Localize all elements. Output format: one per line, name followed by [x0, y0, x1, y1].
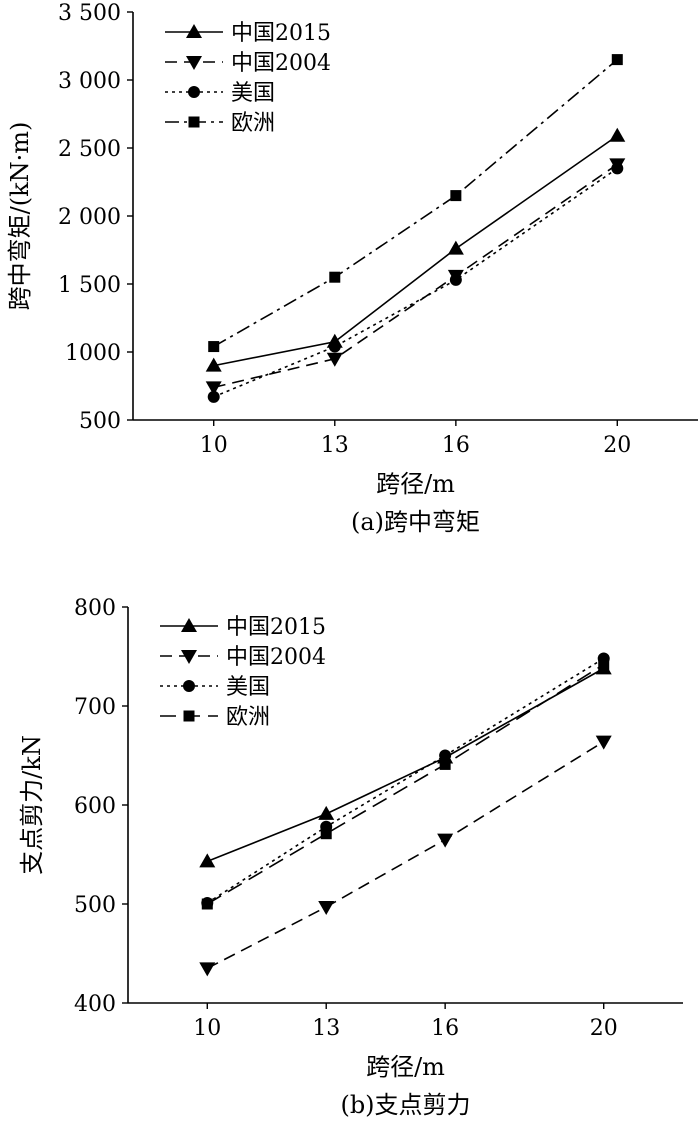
legend-label: 欧洲 [226, 705, 270, 730]
x-tick-label: 10 [200, 433, 228, 458]
x-tick-label: 20 [603, 433, 631, 458]
y-tick-label: 500 [74, 893, 116, 918]
series-line [206, 740, 605, 970]
y-tick-label: 1 500 [58, 273, 121, 298]
legend-marker [183, 710, 195, 722]
series-4 [208, 54, 623, 353]
series-1 [205, 127, 626, 372]
legend-marker [183, 680, 195, 692]
series-line [213, 163, 618, 389]
y-tick-label: 3 500 [58, 1, 121, 26]
data-point [328, 340, 341, 353]
series-2 [205, 158, 626, 396]
series-line [213, 135, 618, 367]
chart-support-shear: 400 500 600 700 800 10 13 16 20 跨径/m 支点剪力/kN (b)支点剪… [18, 596, 683, 1119]
data-point [318, 805, 335, 820]
y-tick-label: 2 000 [58, 205, 121, 230]
data-point [208, 341, 220, 353]
legend-item: 中国2015 [165, 21, 331, 46]
data-point [611, 162, 624, 175]
legend-marker [186, 24, 202, 38]
legend-item: 欧洲 [160, 705, 270, 730]
x-tick-label: 20 [590, 1016, 618, 1041]
data-point [320, 828, 332, 840]
data-point [449, 273, 462, 286]
data-point [201, 898, 213, 910]
series-line [206, 657, 605, 904]
legend-item: 欧洲 [165, 111, 275, 136]
series-4 [201, 658, 610, 910]
x-axis-label: 跨径/m [366, 1053, 445, 1081]
legend-marker [188, 116, 200, 128]
y-tick-label: 600 [74, 794, 116, 819]
data-point [199, 853, 216, 868]
legend-item: 中国2004 [165, 51, 331, 76]
data-point [439, 749, 452, 762]
series-3 [207, 162, 624, 403]
y-tick-label: 2 500 [58, 137, 121, 162]
series-line [206, 663, 605, 905]
data-point [447, 240, 464, 255]
x-tick-label: 13 [321, 433, 349, 458]
data-point [437, 833, 454, 848]
chart-midspan-moment: 500 1000 1 500 2 000 2 500 3 000 3 500 10 13 16 20… [6, 1, 698, 536]
x-tick-label: 13 [312, 1016, 340, 1041]
y-axis-label: 跨中弯矩/(kN·m) [6, 122, 34, 311]
data-point [205, 357, 222, 372]
y-tick-label: 1000 [65, 341, 121, 366]
series-line [213, 58, 618, 348]
legend-label: 美国 [231, 81, 275, 106]
y-tick-label: 400 [74, 992, 116, 1017]
legend-label: 美国 [226, 675, 270, 700]
legend-label: 中国2015 [226, 615, 326, 640]
data-point [329, 271, 341, 283]
legend-marker [181, 618, 197, 632]
legend-label: 欧洲 [231, 111, 275, 136]
y-tick-label: 500 [79, 409, 121, 434]
x-tick-label: 16 [442, 433, 470, 458]
data-point [611, 54, 623, 66]
legend-marker [186, 56, 202, 70]
legend-item: 美国 [165, 81, 275, 106]
data-point [205, 381, 222, 396]
chart-caption: (b)支点剪力 [340, 1091, 470, 1119]
x-axis-label: 跨径/m [376, 470, 455, 498]
x-tick-label: 16 [431, 1016, 459, 1041]
legend-item: 美国 [160, 675, 270, 700]
legend-marker [188, 86, 200, 98]
y-tick-label: 700 [74, 695, 116, 720]
series-2 [199, 735, 612, 977]
x-tick-label: 10 [193, 1016, 221, 1041]
data-point [609, 127, 626, 142]
data-point [439, 758, 451, 770]
y-axis-label: 支点剪力/kN [18, 735, 46, 875]
data-point [326, 352, 343, 367]
legend-label: 中国2004 [231, 51, 331, 76]
series-line [206, 667, 605, 863]
y-tick-label: 3 000 [58, 69, 121, 94]
data-point [450, 190, 462, 202]
legend-marker [181, 650, 197, 664]
chart-caption: (a)跨中弯矩 [351, 508, 480, 536]
legend-item: 中国2015 [160, 615, 326, 640]
legend-label: 中国2015 [231, 21, 331, 46]
data-point [598, 658, 610, 670]
legend-item: 中国2004 [160, 645, 326, 670]
legend-label: 中国2004 [226, 645, 326, 670]
series-line [213, 167, 618, 398]
data-point [318, 900, 335, 915]
y-tick-label: 800 [74, 596, 116, 621]
data-point [199, 962, 216, 977]
data-point [207, 390, 220, 403]
data-point [595, 735, 612, 750]
